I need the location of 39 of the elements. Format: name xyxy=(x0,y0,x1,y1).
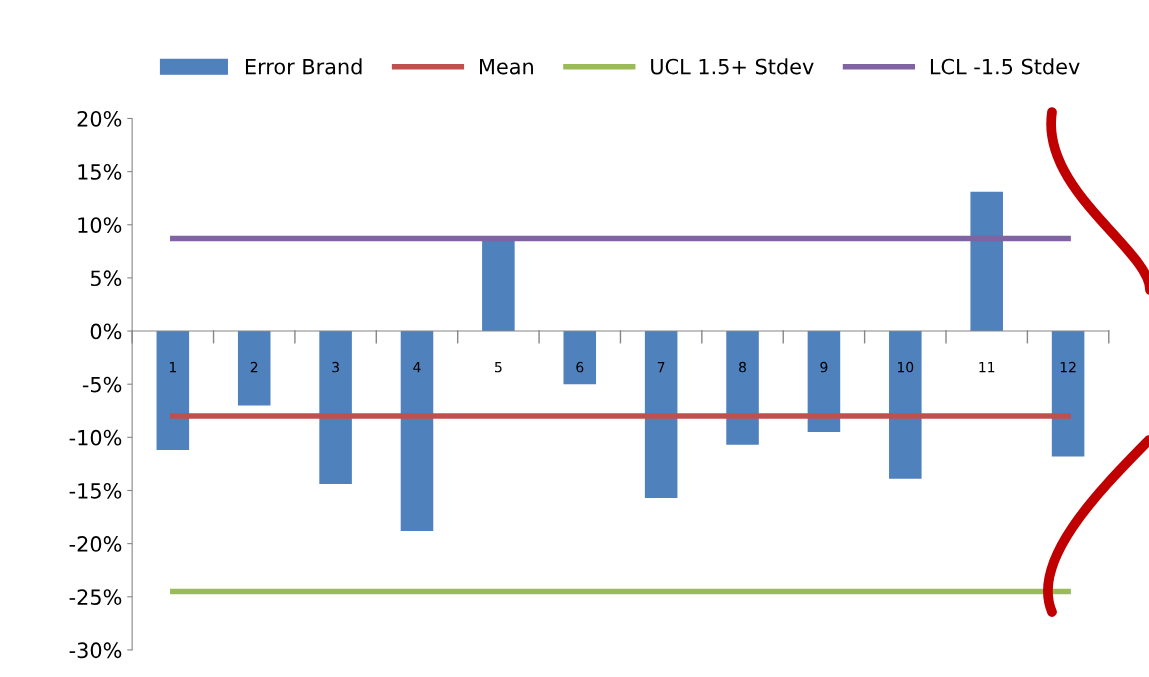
legend-label: LCL -1.5 Stdev xyxy=(930,58,1080,75)
x-tick-label: 10 xyxy=(898,361,914,373)
x-tick-label: 12 xyxy=(1060,361,1076,373)
x-tick-label: 9 xyxy=(820,361,828,373)
x-tick-label: 5 xyxy=(495,362,502,373)
bar xyxy=(970,191,1003,332)
bar xyxy=(1051,331,1085,457)
x-tick-label: 1 xyxy=(169,362,176,373)
y-tick-label: 20% xyxy=(77,110,122,127)
y-tick-label: 5% xyxy=(90,270,122,287)
bar xyxy=(889,331,922,479)
bar xyxy=(400,331,434,531)
bar xyxy=(563,331,597,385)
bar xyxy=(644,331,678,498)
bar xyxy=(726,331,759,445)
x-tick-label: 6 xyxy=(576,361,584,373)
y-tick-label: -15% xyxy=(69,482,122,499)
x-tick-label: 4 xyxy=(413,362,421,373)
y-tick-label: -5% xyxy=(82,376,122,393)
y-tick-label: 15% xyxy=(78,164,122,180)
y-tick-label: 10% xyxy=(78,217,122,233)
x-tick-label: 8 xyxy=(739,361,747,373)
bar xyxy=(156,331,190,451)
legend-label: UCL 1.5+ Stdev xyxy=(651,58,814,75)
x-tick-label: 2 xyxy=(250,361,258,373)
x-tick-label: 11 xyxy=(979,362,995,373)
y-tick-label: 0% xyxy=(90,323,122,340)
x-tick-label: 7 xyxy=(657,362,665,373)
y-tick-label: -10% xyxy=(69,429,122,446)
bar xyxy=(482,238,515,332)
y-tick-label: -30% xyxy=(69,642,122,659)
bar xyxy=(237,331,271,406)
y-tick-label: -20% xyxy=(69,536,122,552)
legend-label: Mean xyxy=(480,58,533,75)
y-tick-label: -25% xyxy=(69,589,122,605)
bar xyxy=(807,331,841,433)
bar xyxy=(319,331,352,485)
legend-label: Error Brand xyxy=(245,58,362,75)
x-tick-label: 3 xyxy=(332,361,339,373)
